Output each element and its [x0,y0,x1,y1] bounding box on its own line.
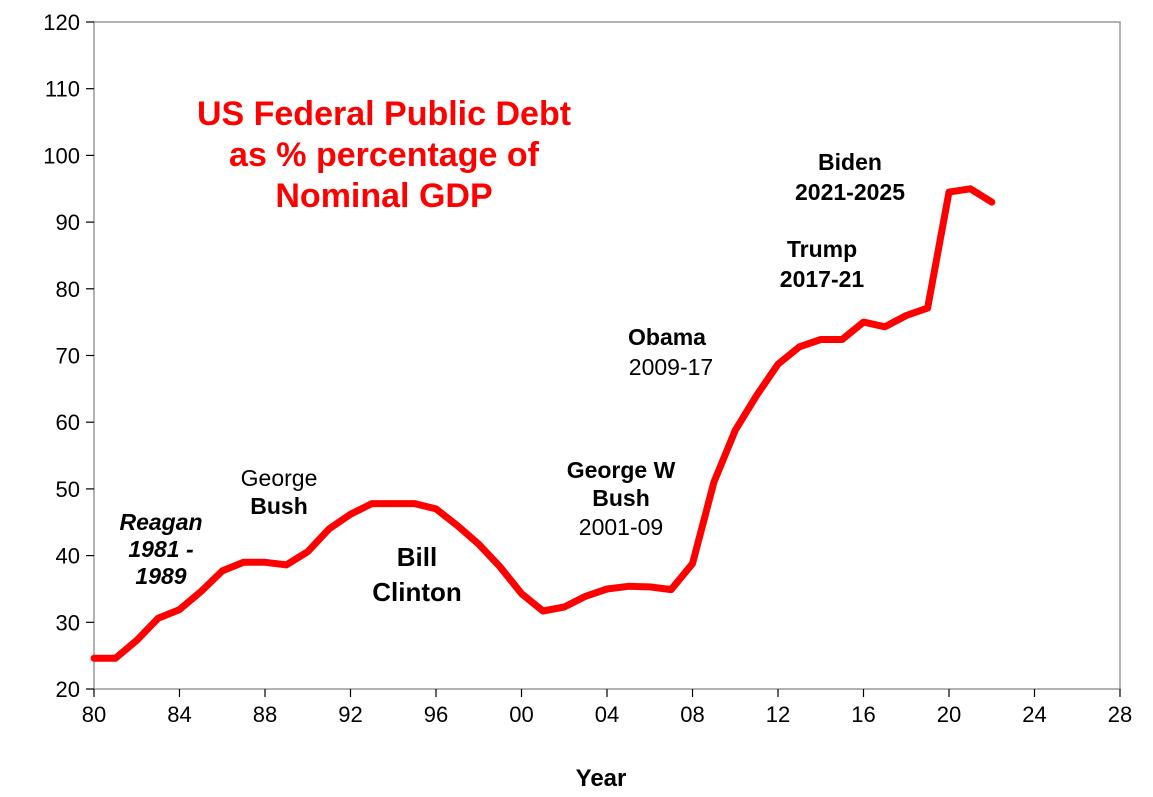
x-tick-label: 04 [595,702,619,727]
annotation-george-w-bush-line-2: Bush [592,485,650,511]
y-tick-label: 60 [56,410,80,435]
x-tick-label: 92 [338,702,362,727]
y-tick-label: 20 [56,677,80,702]
chart-title-line-2: as % percentage of [229,136,540,174]
y-tick-label: 50 [56,477,80,502]
x-tick-label: 00 [509,702,533,727]
annotation-bill-clinton-line-1: Bill [397,542,437,572]
annotation-trump-line-1: Trump [787,236,857,262]
annotation-trump-line-2: 2017-21 [780,266,865,292]
x-tick-label: 08 [680,702,704,727]
x-axis-label: Year [576,765,627,792]
x-axis: 80 84 88 92 96 00 04 08 12 16 20 24 28 [82,689,1132,727]
y-tick-label: 110 [45,77,80,102]
y-tick-label: 30 [56,610,80,635]
annotation-obama-line-1: Obama [628,324,706,350]
annotation-george-w-bush-line-3: 2001-09 [579,514,663,540]
x-tick-label: 28 [1108,702,1132,727]
annotation-biden-line-1: Biden [818,149,882,175]
y-axis: 20 30 40 50 60 70 80 90 100 110 120 [43,10,94,702]
annotation-obama-line-2: 2009-17 [629,354,713,380]
x-tick-label: 96 [424,702,448,727]
y-tick-label: 40 [56,544,80,569]
annotation-reagan-line-1: Reagan [119,509,202,535]
annotation-george-w-bush-line-1: George W [567,457,676,483]
y-tick-label: 80 [56,277,80,302]
y-tick-label: 90 [56,210,80,235]
debt-series-line [90,185,996,662]
annotation-biden-line-2: 2021-2025 [795,179,905,205]
x-tick-label: 12 [766,702,790,727]
chart-title-line-1: US Federal Public Debt [197,95,571,133]
x-tick-label: 84 [167,702,191,727]
x-tick-label: 16 [851,702,875,727]
y-tick-label: 70 [56,344,80,369]
x-tick-label: 24 [1022,702,1046,727]
x-tick-label: 80 [82,702,106,727]
chart-title-line-3: Nominal GDP [275,177,492,215]
annotation-bill-clinton-line-2: Clinton [372,577,462,607]
annotation-george-bush-line-2: Bush [250,493,308,519]
annotation-reagan-line-2: 1981 - [128,536,193,562]
annotation-reagan-line-3: 1989 [135,563,186,589]
y-tick-label: 100 [43,143,80,168]
x-tick-label: 20 [937,702,961,727]
annotation-george-bush-line-1: George [241,465,318,491]
plot-area [93,21,1121,690]
y-tick-label: 120 [43,10,80,35]
x-tick-label: 88 [253,702,277,727]
